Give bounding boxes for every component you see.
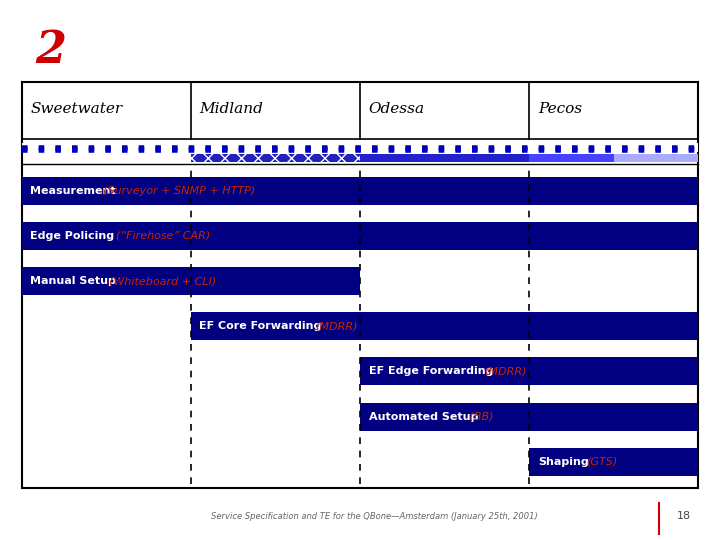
Text: (MDRR): (MDRR) xyxy=(485,367,527,376)
Text: Odessa: Odessa xyxy=(369,102,425,116)
Text: Measurement: Measurement xyxy=(30,186,116,196)
Text: (“Firehose” CAR): (“Firehose” CAR) xyxy=(116,231,210,241)
Bar xyxy=(360,154,529,162)
Text: Sweetwater: Sweetwater xyxy=(30,102,122,116)
Bar xyxy=(529,448,698,476)
Text: Initial Engineering Plan (obsolete): Initial Engineering Plan (obsolete) xyxy=(122,19,654,51)
Bar xyxy=(22,222,698,250)
Text: EF Core Forwarding: EF Core Forwarding xyxy=(199,321,322,331)
Text: Service Specification and TE for the QBone—Amsterdam (January 25th, 2001): Service Specification and TE for the QBo… xyxy=(211,512,538,521)
Bar xyxy=(22,267,360,295)
Text: TM: TM xyxy=(18,57,26,62)
Text: INTERNET: INTERNET xyxy=(18,17,61,26)
Text: (Surveyor + SNMP + HTTP): (Surveyor + SNMP + HTTP) xyxy=(104,186,256,196)
Text: 2: 2 xyxy=(35,29,66,72)
Bar xyxy=(22,143,698,152)
Text: Edge Policing: Edge Policing xyxy=(30,231,114,241)
Text: Shaping: Shaping xyxy=(538,457,588,467)
Bar xyxy=(360,402,698,430)
Text: Midland: Midland xyxy=(199,102,264,116)
Bar xyxy=(22,177,698,205)
Bar xyxy=(191,154,360,162)
Bar xyxy=(614,154,698,162)
Text: Automated Setup: Automated Setup xyxy=(369,411,478,422)
Bar xyxy=(191,312,698,340)
Text: 18: 18 xyxy=(677,511,691,521)
Text: EF Edge Forwarding: EF Edge Forwarding xyxy=(369,367,493,376)
Bar xyxy=(360,357,698,386)
Text: (Whiteboard + CLI): (Whiteboard + CLI) xyxy=(109,276,217,286)
Text: Pecos: Pecos xyxy=(538,102,582,116)
Text: (MDRR): (MDRR) xyxy=(315,321,358,331)
Text: (BB): (BB) xyxy=(467,411,494,422)
Text: (GTS): (GTS) xyxy=(587,457,618,467)
Text: Manual Setup: Manual Setup xyxy=(30,276,116,286)
Bar xyxy=(529,154,698,162)
